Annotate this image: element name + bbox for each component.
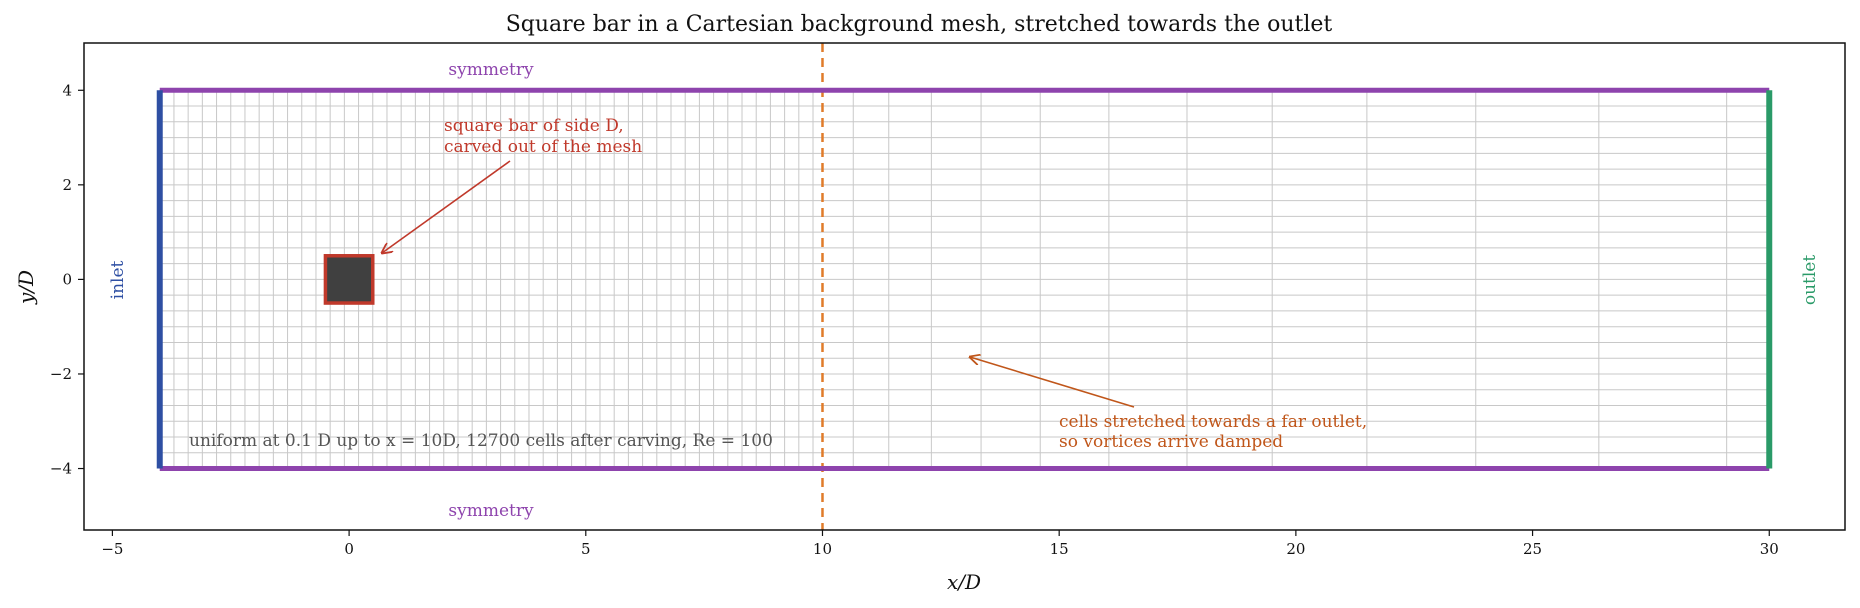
y-tick-label: 0 (62, 270, 72, 288)
axes-frame (83, 42, 1846, 531)
y-tick-label: −2 (50, 365, 72, 383)
x-tick-label: 15 (1050, 540, 1069, 558)
outlet-label: outlet (1800, 255, 1820, 306)
stretch-annotation-arrow (970, 357, 1135, 408)
stretch-annotation-line2: so vortices arrive damped (1059, 432, 1283, 452)
bar-annotation-line1: square bar of side D, (444, 116, 624, 136)
inlet-label: inlet (108, 260, 128, 299)
symmetry-bottom-label: symmetry (448, 501, 534, 521)
y-axis-ticks: 4 2 0 −2 −4 (50, 81, 84, 478)
x-tick-label: 20 (1286, 540, 1305, 558)
x-tick-label: 5 (581, 540, 591, 558)
y-tick-label: 2 (62, 176, 72, 194)
mesh-grid (159, 89, 1770, 470)
x-tick-label: 25 (1523, 540, 1542, 558)
square-bar-obstacle (323, 254, 375, 305)
y-tick-label: 4 (62, 81, 72, 99)
symmetry-top-label: symmetry (448, 60, 534, 80)
x-axis-label: x/D (947, 570, 981, 594)
y-axis-label: y/D (14, 270, 38, 305)
y-tick-label: −4 (50, 460, 72, 478)
x-tick-label: 30 (1760, 540, 1779, 558)
stretch-annotation-line1: cells stretched towards a far outlet, (1059, 412, 1367, 432)
x-axis-ticks: −5 0 5 10 15 20 25 30 (101, 530, 1779, 558)
bar-annotation-line2: carved out of the mesh (444, 137, 642, 157)
mesh-info-annotation: uniform at 0.1 D up to x = 10D, 12700 ce… (189, 431, 773, 451)
x-tick-label: 10 (813, 540, 832, 558)
x-tick-label: 0 (344, 540, 354, 558)
x-tick-label: −5 (101, 540, 123, 558)
bar-annotation-arrow (382, 160, 511, 253)
figure-title: Square bar in a Cartesian background mes… (506, 12, 1333, 37)
